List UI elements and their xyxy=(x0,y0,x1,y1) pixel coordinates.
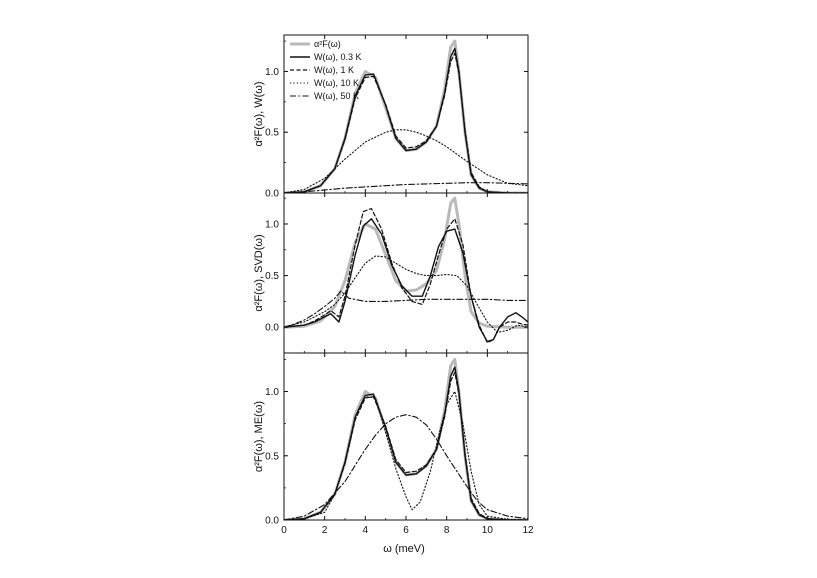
legend: α²F(ω) W(ω), 0.3 K W(ω), 1 K W(ω), 10 K W(ω)… xyxy=(290,39,362,101)
series-line-gray xyxy=(284,39,528,193)
x-tick-label: 2 xyxy=(322,525,328,536)
x-tick-label: 4 xyxy=(363,525,369,536)
legend-label: W(ω), 10 K xyxy=(314,78,359,88)
y-tick-label: 1.0 xyxy=(265,219,279,230)
y-axis-label: α²F(ω), SVD(ω) xyxy=(253,234,265,311)
series-line-gray xyxy=(284,357,528,520)
legend-label: W(ω), 1 K xyxy=(314,65,354,75)
y-axis-label: α²F(ω), W(ω) xyxy=(253,81,265,146)
legend-label: W(ω), 50 K xyxy=(314,91,359,101)
legend-label: α²F(ω) xyxy=(314,39,341,49)
x-tick-label: 0 xyxy=(281,525,287,536)
x-tick-label: 10 xyxy=(482,525,494,536)
x-axis-label: ω (meV) xyxy=(383,543,425,555)
y-tick-label: 0.0 xyxy=(265,516,279,527)
y-tick-label: 0.0 xyxy=(265,189,279,200)
series-line-dot xyxy=(284,129,528,193)
y-tick-label: 0.5 xyxy=(265,128,279,139)
series-line-dash xyxy=(284,371,528,520)
series-line-dashdot xyxy=(284,414,528,520)
series-line-dot xyxy=(284,255,528,333)
legend-label: W(ω), 0.3 K xyxy=(314,52,362,62)
x-tick-label: 12 xyxy=(522,525,534,536)
y-tick-label: 1.0 xyxy=(265,67,279,78)
series-line-dash xyxy=(284,52,528,193)
series-line-dash xyxy=(284,207,528,344)
panel-frame xyxy=(283,352,529,521)
y-tick-label: 0.5 xyxy=(265,451,279,462)
x-tick-label: 6 xyxy=(403,525,409,536)
series-line-dashdot xyxy=(284,290,528,328)
y-tick-label: 0.0 xyxy=(265,323,279,334)
series-line-solid xyxy=(284,218,528,343)
panel-frame xyxy=(283,192,529,354)
y-tick-label: 1.0 xyxy=(265,387,279,398)
series-group xyxy=(284,39,528,193)
y-tick-label: 0.5 xyxy=(265,271,279,282)
x-tick-label: 8 xyxy=(444,525,450,536)
series-group xyxy=(284,196,528,344)
series-group xyxy=(284,357,528,520)
series-line-gray xyxy=(284,196,528,329)
series-line-dot xyxy=(284,390,528,520)
y-axis-label: α²F(ω), ME(ω) xyxy=(253,401,265,472)
x-tick-labels: 0 2 4 6 8 10 12 xyxy=(281,525,534,536)
